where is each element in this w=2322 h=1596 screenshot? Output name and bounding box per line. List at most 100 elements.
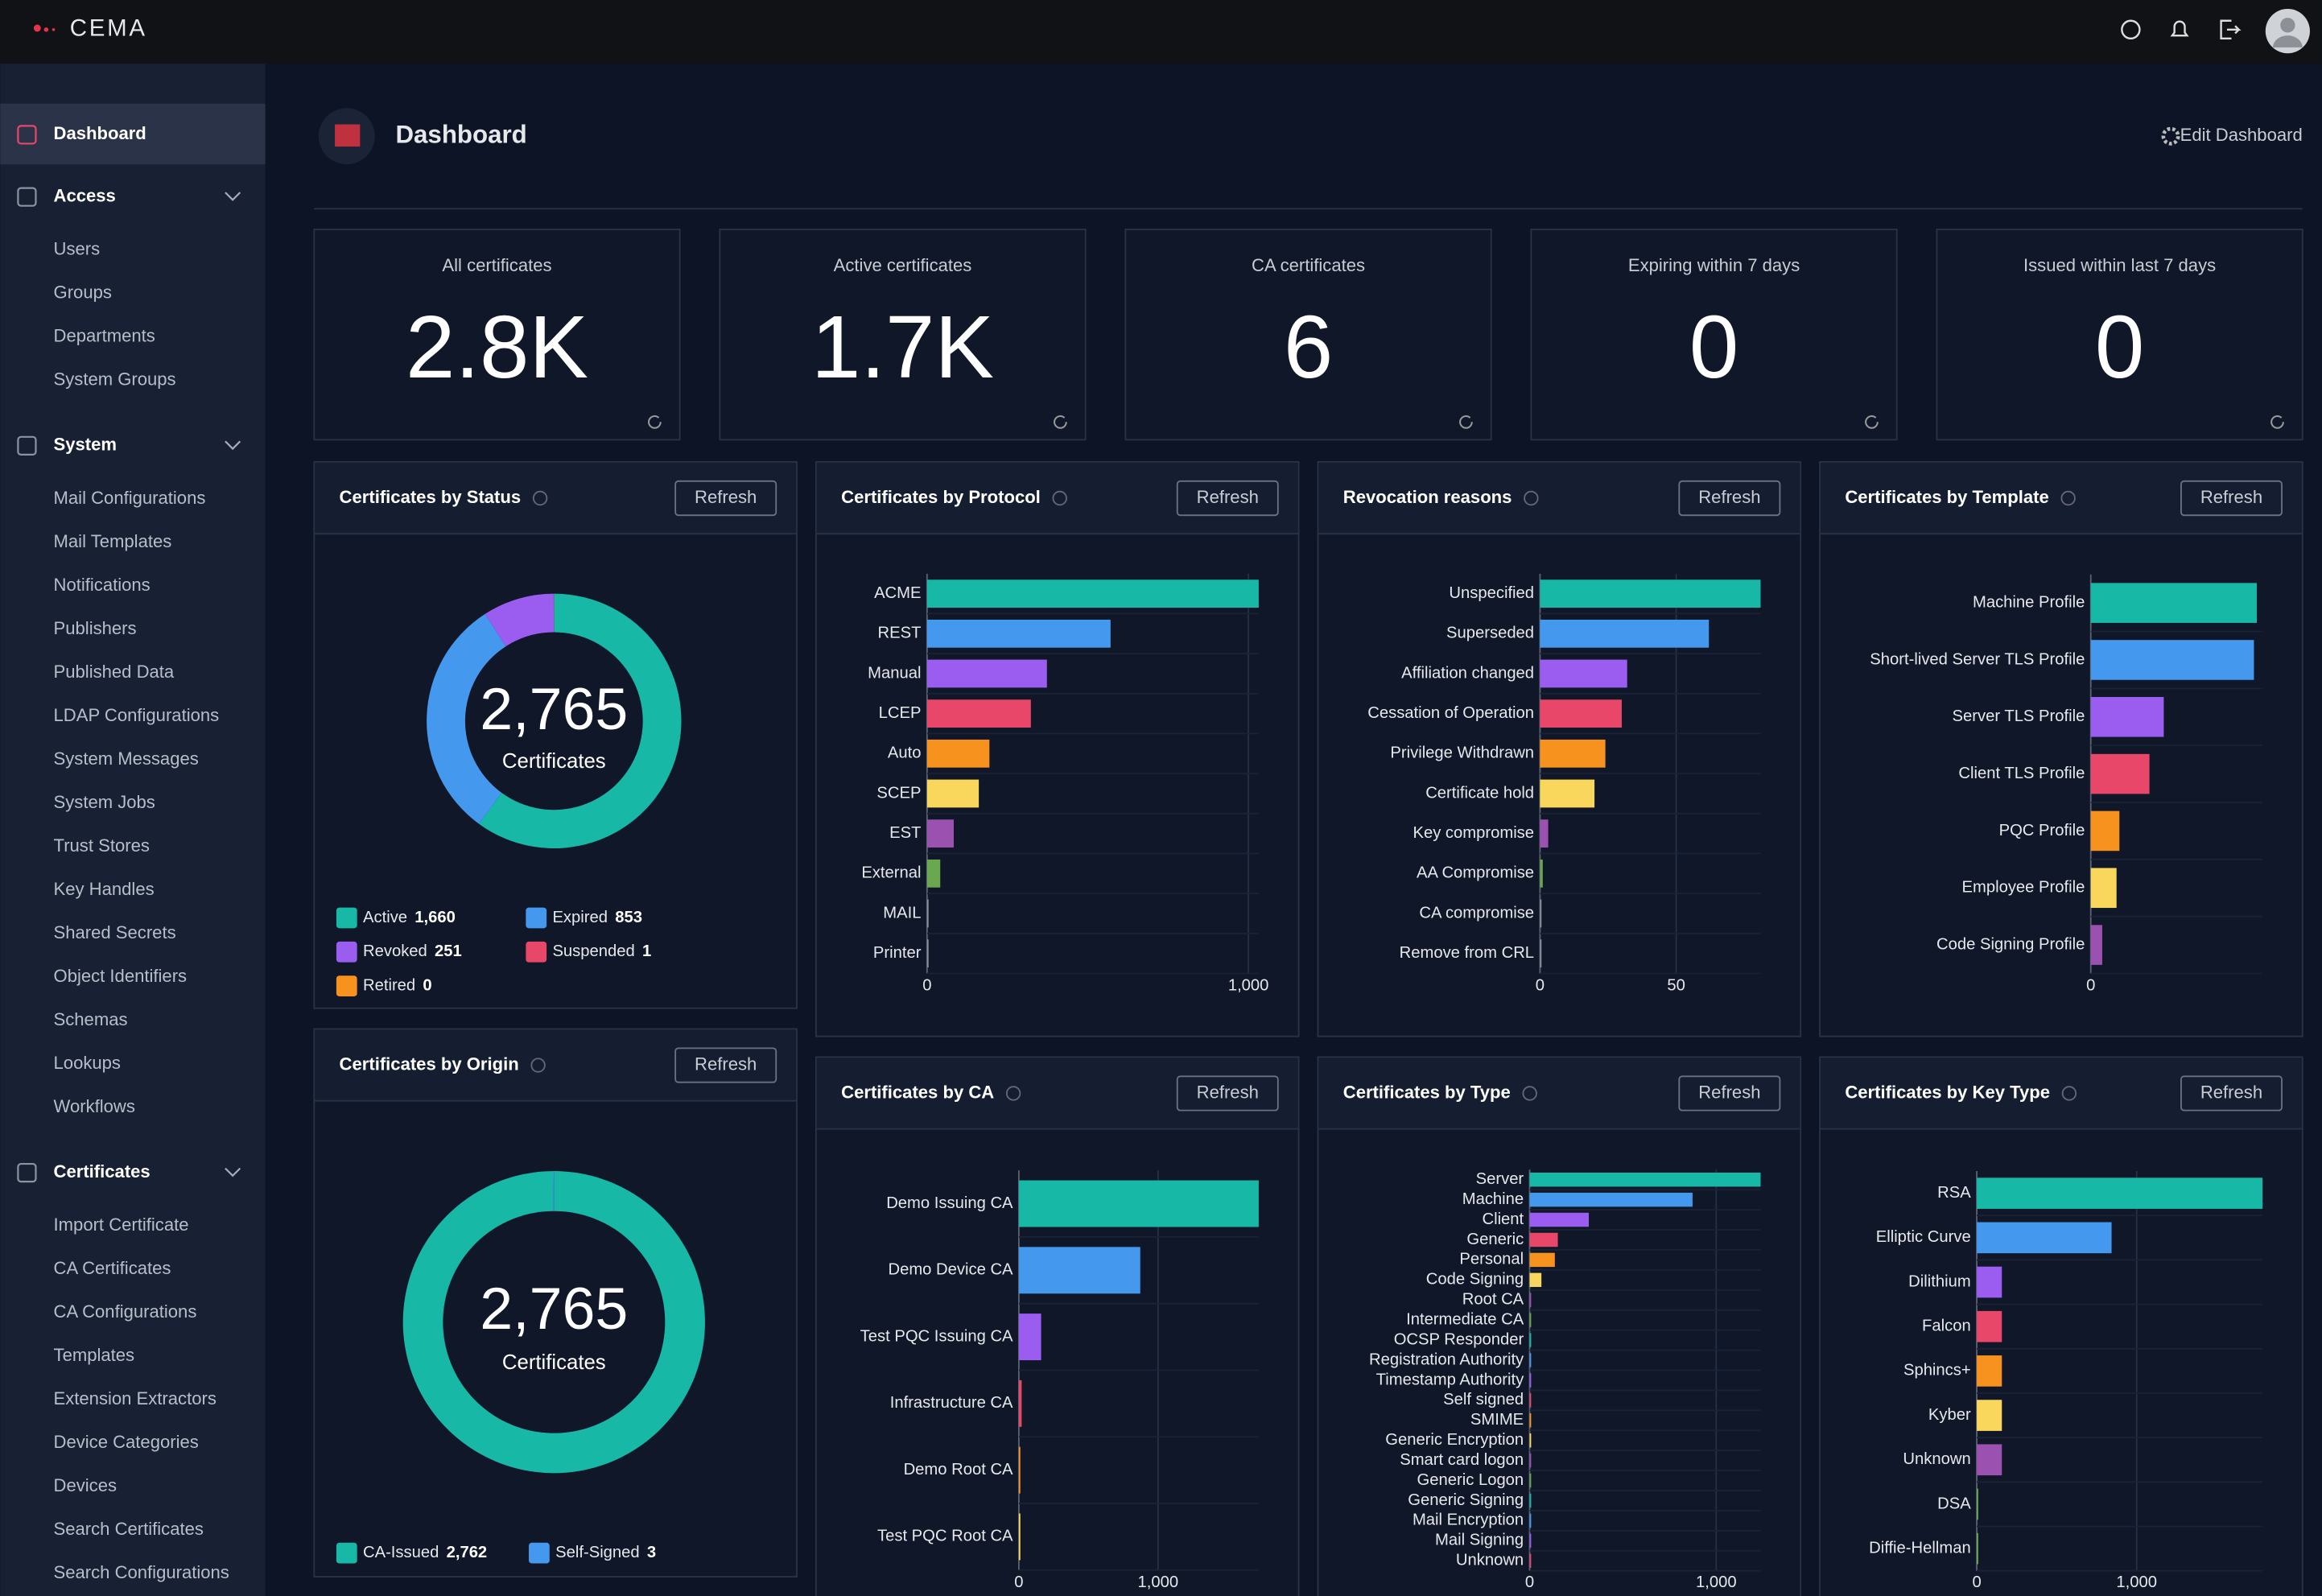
info-icon[interactable] — [2060, 490, 2076, 506]
y-tick-label: PQC Profile — [1999, 822, 2085, 839]
refresh-label[interactable]: Refresh — [2200, 1082, 2262, 1102]
refresh-icon[interactable] — [1865, 415, 1879, 429]
brand: CEMA — [70, 15, 147, 42]
nav-item[interactable]: Extension Extractors — [54, 1388, 217, 1408]
stat-card — [1124, 229, 1492, 441]
y-tick-label: Demo Root CA — [904, 1461, 1013, 1478]
info-icon[interactable] — [1005, 1086, 1021, 1101]
nav-section[interactable]: Dashboard — [54, 123, 146, 143]
refresh-label[interactable]: Refresh — [695, 1054, 757, 1074]
x-tick-label: 1,000 — [1696, 1573, 1737, 1591]
bell-icon[interactable] — [2170, 20, 2189, 37]
nav-item[interactable]: Groups — [54, 282, 112, 303]
gear-icon[interactable] — [2161, 126, 2180, 146]
info-icon[interactable] — [530, 1058, 546, 1073]
nav-item[interactable]: Schemas — [54, 1009, 128, 1029]
nav-section[interactable]: Certificates — [54, 1161, 151, 1182]
nav-item[interactable]: Key Handles — [54, 879, 155, 899]
nav-item[interactable]: Devices — [54, 1475, 117, 1495]
refresh-icon[interactable] — [1054, 415, 1067, 429]
nav-item[interactable]: Mail Configurations — [54, 488, 206, 508]
nav-item[interactable]: Published Data — [54, 662, 175, 682]
chevron[interactable] — [225, 192, 241, 201]
nav-item[interactable]: Shared Secrets — [54, 922, 176, 942]
bar — [1529, 1453, 1532, 1468]
chevron[interactable] — [225, 440, 241, 451]
info-icon[interactable] — [2061, 1086, 2077, 1101]
refresh-button[interactable] — [2180, 1075, 2283, 1111]
nav-item[interactable]: Trust Stores — [54, 835, 150, 856]
bar — [1540, 699, 1622, 728]
nav-item[interactable]: Publishers — [54, 618, 137, 638]
bar — [926, 859, 941, 888]
y-tick-label: Kyber — [1928, 1406, 1971, 1424]
header-icon-glyph — [335, 124, 361, 147]
nav-item[interactable]: Mail Templates — [54, 531, 172, 551]
stat-value: 1.7K — [811, 298, 994, 397]
refresh-label[interactable]: Refresh — [1197, 1082, 1259, 1102]
logout-icon[interactable] — [2220, 19, 2242, 40]
refresh-icon[interactable] — [2270, 415, 2284, 429]
nav-item[interactable]: Templates — [54, 1345, 135, 1365]
refresh-button[interactable] — [1176, 480, 1279, 517]
bar — [1018, 1247, 1140, 1294]
nav-item[interactable]: Notifications — [54, 575, 151, 595]
nav-item[interactable]: Users — [54, 239, 101, 259]
legend-label: Active — [363, 909, 407, 926]
nav-item[interactable]: CA Certificates — [54, 1258, 171, 1278]
refresh-label[interactable]: Refresh — [695, 487, 757, 507]
widget — [1819, 461, 2303, 1037]
nav-item[interactable]: System Jobs — [54, 792, 155, 812]
chevron[interactable] — [225, 1167, 241, 1177]
nav-item[interactable]: Search Configurations — [54, 1562, 229, 1582]
refresh-label[interactable]: Refresh — [2200, 487, 2262, 507]
info-icon[interactable] — [1052, 490, 1067, 506]
nav-item[interactable]: System Groups — [54, 369, 176, 390]
legend-value: 251 — [435, 942, 462, 960]
refresh-button[interactable] — [1678, 480, 1781, 517]
nav-section[interactable]: Access — [54, 185, 116, 205]
y-tick-label: Mail Signing — [1435, 1532, 1524, 1549]
nav-icon — [17, 435, 37, 456]
y-tick-label: Server TLS Profile — [1953, 707, 2085, 725]
nav-item[interactable]: Import Certificate — [54, 1215, 189, 1235]
bar — [1977, 1488, 1978, 1520]
nav-item[interactable]: System Messages — [54, 749, 199, 769]
avatar-head — [2280, 18, 2295, 33]
nav-item[interactable]: LDAP Configurations — [54, 705, 220, 725]
y-tick-label: Short-lived Server TLS Profile — [1870, 650, 2085, 668]
page-title: Dashboard — [395, 121, 526, 149]
info-icon[interactable] — [532, 490, 548, 506]
refresh-button[interactable] — [1176, 1075, 1279, 1111]
nav-section[interactable]: System — [54, 435, 117, 455]
donut-total: 2,765 — [480, 1275, 628, 1342]
nav-item[interactable]: Departments — [54, 326, 155, 346]
nav-item[interactable]: Lookups — [54, 1053, 121, 1073]
bar — [1529, 1513, 1532, 1528]
nav-item[interactable]: Object Identifiers — [54, 966, 188, 986]
info-icon[interactable] — [1522, 1086, 1537, 1101]
bar — [1977, 1266, 2002, 1298]
refresh-button[interactable] — [674, 480, 777, 517]
nav-item[interactable]: CA Configurations — [54, 1301, 197, 1322]
help-icon[interactable] — [2121, 19, 2141, 40]
refresh-label[interactable]: Refresh — [1698, 487, 1760, 507]
info-icon[interactable] — [1524, 490, 1539, 506]
y-tick-label: Machine Profile — [1973, 593, 2085, 611]
refresh-icon[interactable] — [648, 415, 662, 429]
nav-item[interactable]: Search Certificates — [54, 1519, 204, 1539]
bar — [1977, 1310, 2002, 1342]
nav-item[interactable]: Workflows — [54, 1096, 135, 1116]
edit-dashboard[interactable]: Edit Dashboard — [2180, 125, 2303, 145]
y-tick-label: Demo Issuing CA — [886, 1194, 1013, 1212]
refresh-button[interactable] — [2180, 480, 2283, 517]
refresh-button[interactable] — [1678, 1075, 1781, 1111]
refresh-button[interactable] — [674, 1047, 777, 1083]
nav-item[interactable]: Device Categories — [54, 1432, 199, 1452]
refresh-label[interactable]: Refresh — [1698, 1082, 1760, 1102]
legend-value: 2,762 — [447, 1544, 488, 1561]
refresh-label[interactable]: Refresh — [1197, 487, 1259, 507]
refresh-icon[interactable] — [1459, 415, 1473, 429]
y-tick-label: Remove from CRL — [1400, 944, 1534, 962]
